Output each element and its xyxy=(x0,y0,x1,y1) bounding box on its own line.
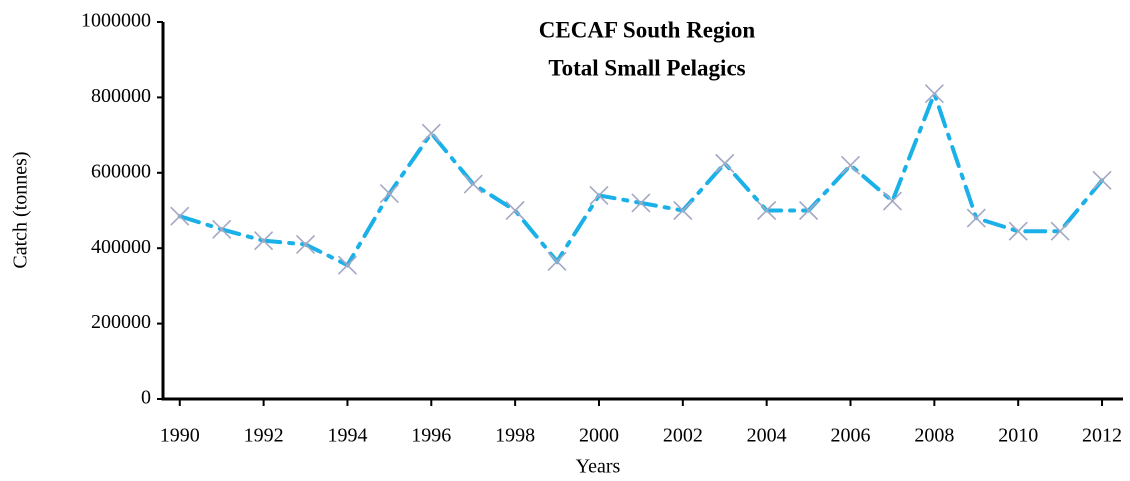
marker xyxy=(1008,221,1028,241)
x-tick-label: 2008 xyxy=(914,425,954,447)
marker xyxy=(673,200,693,221)
marker xyxy=(421,123,441,143)
x-tick-label: 1996 xyxy=(411,425,451,447)
marker xyxy=(1092,170,1112,190)
marker xyxy=(966,208,986,228)
marker xyxy=(170,206,190,226)
chart-title: Total Small Pelagics xyxy=(548,55,745,80)
series-line xyxy=(177,87,1105,268)
x-tick-label: 2000 xyxy=(579,425,619,447)
marker xyxy=(379,183,399,204)
x-tick-label: 2006 xyxy=(831,425,871,447)
x-tick-label: 2012 xyxy=(1082,425,1122,447)
marker xyxy=(715,153,735,173)
x-tick-label: 1992 xyxy=(244,425,284,447)
x-axis-label: Years xyxy=(576,456,621,478)
marker xyxy=(882,191,902,211)
x-tick-label: 1994 xyxy=(327,425,367,447)
chart-title: CECAF South Region xyxy=(539,17,756,42)
y-axis-label: Catch (tonnes) xyxy=(10,151,32,268)
y-tick-label: 200000 xyxy=(91,311,151,333)
x-tick-label: 1998 xyxy=(495,425,535,447)
x-tick-label: 2010 xyxy=(998,425,1038,447)
marker xyxy=(463,174,483,194)
marker xyxy=(337,255,358,275)
marker xyxy=(631,193,651,213)
marker xyxy=(1050,221,1070,241)
x-tick-label: 2002 xyxy=(663,425,703,447)
marker xyxy=(799,200,819,221)
y-tick-label: 600000 xyxy=(91,160,151,182)
marker xyxy=(295,234,316,254)
marker xyxy=(505,200,525,221)
marker xyxy=(840,155,861,175)
y-tick-label: 800000 xyxy=(91,85,151,107)
marker xyxy=(757,200,777,221)
marker xyxy=(547,251,567,271)
marker xyxy=(212,219,232,239)
marker xyxy=(589,185,609,205)
y-tick-label: 1000000 xyxy=(81,10,151,32)
x-tick-label: 2004 xyxy=(747,425,787,447)
y-tick-label: 400000 xyxy=(91,236,151,258)
x-tick-label: 1990 xyxy=(160,425,200,447)
marker xyxy=(254,231,274,251)
y-tick-label: 0 xyxy=(141,387,151,409)
marker xyxy=(924,84,944,104)
